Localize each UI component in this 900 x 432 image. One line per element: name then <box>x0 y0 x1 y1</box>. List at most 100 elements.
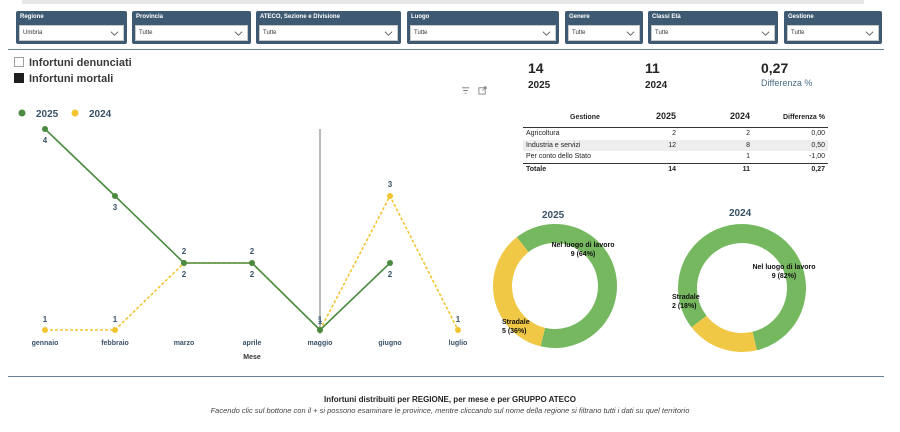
chevron-down-icon[interactable] <box>234 29 243 38</box>
x-tick-label: maggio <box>308 340 333 347</box>
filter-regione[interactable]: Regione Umbria <box>16 11 127 44</box>
filter-classi-eta[interactable]: Classi Età Tutte <box>648 11 778 44</box>
legend-marker-2025 <box>18 109 26 117</box>
filter-select[interactable]: Tutte <box>568 25 640 41</box>
filter-select[interactable]: Tutte <box>651 25 775 41</box>
top-border <box>22 0 864 4</box>
donut-2024-label-stradale: Stradale 2 (18%) <box>672 293 700 311</box>
slice-name: Nel luogo di lavoro <box>551 242 615 249</box>
chevron-down-icon[interactable] <box>384 29 393 38</box>
slice-value: 5 (36%) <box>502 328 527 335</box>
x-tick-label: giugno <box>378 340 401 347</box>
toggle-label: Infortuni mortali <box>29 73 114 85</box>
chevron-down-icon[interactable] <box>626 29 635 38</box>
table-cell: 11 <box>742 165 750 173</box>
x-tick-label: febbraio <box>101 340 129 347</box>
donut-2025-title: 2025 <box>542 210 565 221</box>
checkbox-empty-icon <box>14 57 24 67</box>
donut-slice-stradale[interactable] <box>493 237 546 347</box>
filter-label: Luogo <box>411 14 430 20</box>
filter-value: Tutte <box>655 30 669 36</box>
focus-mode-icon[interactable] <box>478 86 487 95</box>
data-point-2024[interactable] <box>112 327 118 333</box>
slice-name: Stradale <box>502 319 530 326</box>
filter-ateco[interactable]: ATECO, Sezione e Divisione Tutte <box>256 11 401 44</box>
chevron-down-icon[interactable] <box>865 29 874 38</box>
filter-icon[interactable] <box>461 86 470 95</box>
footer-title: Infortuni distribuiti per REGIONE, per m… <box>323 395 577 404</box>
legend-marker-2024 <box>71 109 79 117</box>
filter-label: Classi Età <box>652 14 681 20</box>
filter-provincia[interactable]: Provincia Tutte <box>132 11 251 44</box>
data-point-2024[interactable] <box>42 327 48 333</box>
filter-label: Gestione <box>788 14 814 20</box>
slice-value: 2 (18%) <box>672 303 697 310</box>
filter-value: Tutte <box>791 30 805 36</box>
filter-label: Provincia <box>136 14 164 20</box>
kpi-diff-label: Differenza % <box>761 78 813 88</box>
filter-select[interactable]: Tutte <box>259 25 398 41</box>
chevron-down-icon[interactable] <box>110 29 119 38</box>
filter-value: Tutte <box>572 30 586 36</box>
legend-label-2024[interactable]: 2024 <box>89 109 112 120</box>
x-axis-title: Mese <box>243 354 261 361</box>
data-label-2025: 2 <box>388 270 393 279</box>
filter-label: Genere <box>569 14 590 20</box>
slice-name: Nel luogo di lavoro <box>752 264 816 271</box>
data-label-2025: 2 <box>182 270 187 279</box>
filter-select[interactable]: Tutte <box>410 25 556 41</box>
chevron-down-icon[interactable] <box>542 29 551 38</box>
divider <box>8 49 884 50</box>
data-point-2024[interactable] <box>387 193 393 199</box>
chart-legend: 2025 2024 <box>18 109 112 120</box>
data-label-2025: 4 <box>43 136 48 145</box>
donut-slice-luogo-di-lavoro[interactable] <box>516 223 617 348</box>
filter-select[interactable]: Tutte <box>135 25 248 41</box>
data-label-2025: 3 <box>113 203 118 212</box>
legend-label-2025[interactable]: 2025 <box>36 109 59 120</box>
data-point-2025[interactable] <box>249 260 255 266</box>
column-header[interactable]: Gestione <box>570 114 600 121</box>
data-point-2025[interactable] <box>317 327 323 333</box>
column-header[interactable]: Differenza % <box>782 114 825 121</box>
data-label-2024: 1 <box>318 315 323 324</box>
x-tick-label: aprile <box>243 340 262 347</box>
toggle-infortuni-mortali[interactable]: Infortuni mortali <box>14 73 113 85</box>
donut-chart-2025 <box>493 223 617 348</box>
column-header[interactable]: 2025 <box>655 111 676 121</box>
slice-name: Stradale <box>672 294 700 301</box>
data-label-2024: 1 <box>113 315 118 324</box>
data-point-2024[interactable] <box>455 327 461 333</box>
x-tick-label: marzo <box>174 340 195 347</box>
table-header: Gestione 2025 2024 Differenza % <box>523 108 828 128</box>
footer-subtitle: Facendo clic sul bottone con il + si pos… <box>210 406 690 415</box>
filter-label: ATECO, Sezione e Divisione <box>260 14 340 20</box>
table-cell: 0,27 <box>811 165 825 173</box>
table-row: Per conto dello Stato 1 -1,00 <box>523 151 828 163</box>
slice-value: 9 (82%) <box>771 273 797 280</box>
filter-genere[interactable]: Genere Tutte <box>565 11 643 44</box>
donut-slice-stradale[interactable] <box>691 315 757 352</box>
table-cell: 2 <box>672 130 676 137</box>
data-point-2025[interactable] <box>387 260 393 266</box>
kpi-2025-value: 14 <box>528 60 544 76</box>
filter-gestione[interactable]: Gestione Tutte <box>784 11 882 44</box>
data-point-2025[interactable] <box>42 126 48 132</box>
table-total-row: Totale 14 11 0,27 <box>523 162 828 176</box>
donut-chart-2024 <box>678 224 806 352</box>
table-cell: Totale <box>526 165 547 173</box>
data-label-2025: 1 <box>318 317 323 326</box>
data-point-2025[interactable] <box>181 260 187 266</box>
table-cell: Per conto dello Stato <box>526 153 591 160</box>
chevron-down-icon[interactable] <box>761 29 770 38</box>
filter-select[interactable]: Umbria <box>19 25 124 41</box>
data-label-2024: 2 <box>182 247 187 256</box>
donut-slice-luogo-di-lavoro[interactable] <box>678 224 806 351</box>
filter-select[interactable]: Tutte <box>787 25 879 41</box>
data-point-2025[interactable] <box>112 193 118 199</box>
filter-luogo[interactable]: Luogo Tutte <box>407 11 559 44</box>
divider <box>8 376 884 377</box>
toggle-infortuni-denunciati[interactable]: Infortuni denunciati <box>14 57 132 69</box>
table-cell: 0,00 <box>811 130 825 137</box>
column-header[interactable]: 2024 <box>729 111 750 121</box>
